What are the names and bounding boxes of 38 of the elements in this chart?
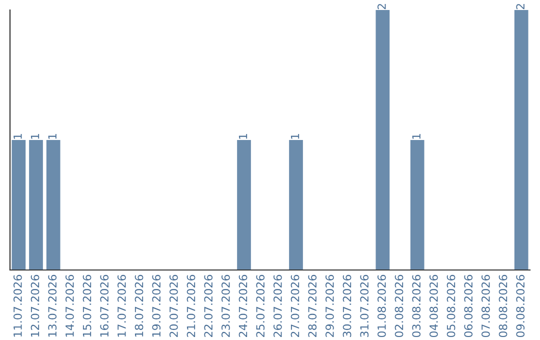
x-tick-label: 28.07.2026 <box>308 274 317 337</box>
x-tick-label: 18.07.2026 <box>134 274 144 337</box>
data-label: 1 <box>48 134 56 139</box>
data-label: 1 <box>238 134 248 139</box>
x-tick-label: 03.08.2026 <box>412 274 421 338</box>
x-tick-label: 31.07.2026 <box>360 274 369 337</box>
data-label: 1 <box>290 134 300 139</box>
x-tick-label: 17.07.2026 <box>117 274 126 337</box>
x-tick-label: 14.07.2026 <box>65 274 74 337</box>
x-tick-label: 26.07.2026 <box>273 274 282 337</box>
x-tick-label: 30.07.2026 <box>342 274 352 337</box>
x-tick-label: 01.08.2026 <box>377 274 386 338</box>
data-label: 1 <box>14 134 22 139</box>
x-tick-label: 13.07.2026 <box>48 274 57 337</box>
x-tick-label: 04.08.2026 <box>429 274 438 338</box>
x-tick-label: 08.08.2026 <box>498 274 508 338</box>
x-tick-label: 25.07.2026 <box>256 274 265 337</box>
data-label: 1 <box>412 134 420 139</box>
x-tick-label: 22.07.2026 <box>204 274 213 337</box>
x-tick-label: 16.07.2026 <box>100 274 109 337</box>
x-tick-label: 06.08.2026 <box>464 274 473 338</box>
x-tick-label: 09.08.2026 <box>516 274 525 338</box>
x-tick-label: 11.07.2026 <box>13 274 22 337</box>
x-tick-label: 19.07.2026 <box>152 274 161 337</box>
x-tick-label: 05.08.2026 <box>446 274 456 338</box>
x-tick-label: 24.07.2026 <box>238 274 248 337</box>
x-tick-label: 20.07.2026 <box>169 274 178 337</box>
x-tick-label: 02.08.2026 <box>394 274 404 338</box>
data-label: 2 <box>516 4 524 10</box>
x-tick-label: 12.07.2026 <box>30 274 40 337</box>
x-tick-label: 23.07.2026 <box>221 274 230 337</box>
data-label: 2 <box>377 4 386 10</box>
x-tick-label: 29.07.2026 <box>325 274 334 337</box>
x-tick-label: 15.07.2026 <box>82 274 92 337</box>
data-label: 1 <box>30 134 40 139</box>
x-tick-label: 27.07.2026 <box>290 274 300 337</box>
x-tick-label: 07.08.2026 <box>481 274 490 338</box>
x-tick-label: 21.07.2026 <box>186 274 196 337</box>
